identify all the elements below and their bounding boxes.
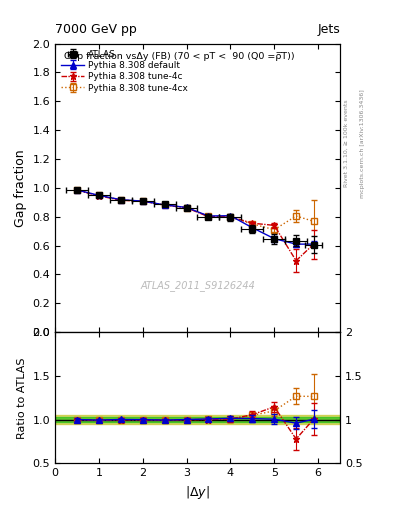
Legend: ATLAS, Pythia 8.308 default, Pythia 8.308 tune-4c, Pythia 8.308 tune-4cx: ATLAS, Pythia 8.308 default, Pythia 8.30… [59, 48, 189, 94]
Text: Rivet 3.1.10, ≥ 100k events: Rivet 3.1.10, ≥ 100k events [344, 99, 349, 187]
Y-axis label: Gap fraction: Gap fraction [14, 149, 27, 227]
X-axis label: $|\Delta y|$: $|\Delta y|$ [185, 484, 210, 501]
Text: Gap fraction vsΔy (FB) (70 < pT <  90 (Q0 =ρ̅T)): Gap fraction vsΔy (FB) (70 < pT < 90 (Q0… [64, 52, 294, 61]
Text: 7000 GeV pp: 7000 GeV pp [55, 23, 137, 36]
Text: mcplots.cern.ch [arXiv:1306.3436]: mcplots.cern.ch [arXiv:1306.3436] [360, 89, 365, 198]
Y-axis label: Ratio to ATLAS: Ratio to ATLAS [17, 357, 27, 438]
Text: ATLAS_2011_S9126244: ATLAS_2011_S9126244 [140, 281, 255, 291]
Text: Jets: Jets [317, 23, 340, 36]
